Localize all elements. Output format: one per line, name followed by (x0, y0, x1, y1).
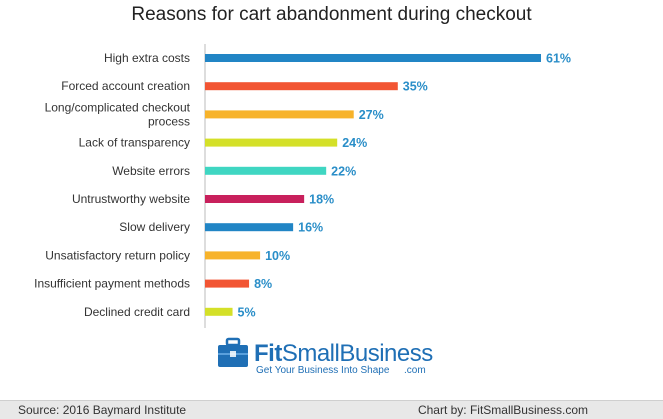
bar-value-label: 27% (359, 108, 384, 122)
chart: Reasons for cart abandonment during chec… (34, 4, 571, 328)
bar-value-label: 61% (546, 52, 571, 66)
category-label: Lack of transparency (79, 136, 190, 150)
category-label: Insufficient payment methods (34, 277, 190, 291)
bar (205, 82, 398, 91)
chart-plot: 61% High extra costs 35% Forced account cre… (34, 44, 571, 328)
bar-value-label: 8% (254, 277, 272, 291)
bar (205, 223, 294, 232)
bar (205, 251, 261, 260)
category-label: Declined credit card (84, 305, 190, 319)
brand-name: FitSmallBusiness (254, 340, 433, 368)
chart-credit: Chart by: FitSmallBusiness.com (417, 403, 588, 417)
category-label: Slow delivery (119, 220, 190, 234)
brand-logo: FitSmallBusiness Get Your Business Into … (216, 336, 446, 382)
category-label: Website errors (112, 164, 190, 178)
briefcase-icon (218, 337, 248, 367)
category-label: Unsatisfactory return policy (45, 248, 190, 262)
bar-value-label: 18% (309, 193, 334, 207)
source-note: Source: 2016 Baymard Institute (18, 403, 187, 417)
category-label: Long/complicated checkout (45, 100, 191, 114)
chart-title: Reasons for cart abandonment during chec… (131, 4, 532, 25)
brand-domain-suffix: .com (404, 365, 426, 376)
bar-value-label: 16% (298, 221, 323, 235)
category-label: Untrustworthy website (72, 192, 190, 206)
brand-tagline: Get Your Business Into Shape (256, 365, 390, 376)
category-label: Forced account creation (61, 79, 190, 93)
brand-name-business: Business (339, 340, 433, 367)
footer-bar: Source: 2016 Baymard Institute Chart by:… (0, 400, 663, 419)
bar-value-label: 24% (342, 136, 367, 150)
bar-value-label: 10% (265, 249, 290, 263)
bar-value-label: 35% (403, 80, 428, 94)
bar-value-label: 5% (238, 305, 256, 319)
category-label: process (148, 114, 190, 128)
brand-name-small: Small (281, 340, 340, 367)
bar (205, 279, 250, 288)
bar (205, 138, 338, 147)
bar (205, 307, 233, 316)
bar (205, 110, 354, 119)
bar-value-label: 22% (331, 164, 356, 178)
bar (205, 54, 541, 62)
category-label: High extra costs (104, 51, 190, 65)
bar (205, 195, 305, 203)
brand-name-fit: Fit (254, 340, 282, 367)
bar (205, 166, 327, 175)
